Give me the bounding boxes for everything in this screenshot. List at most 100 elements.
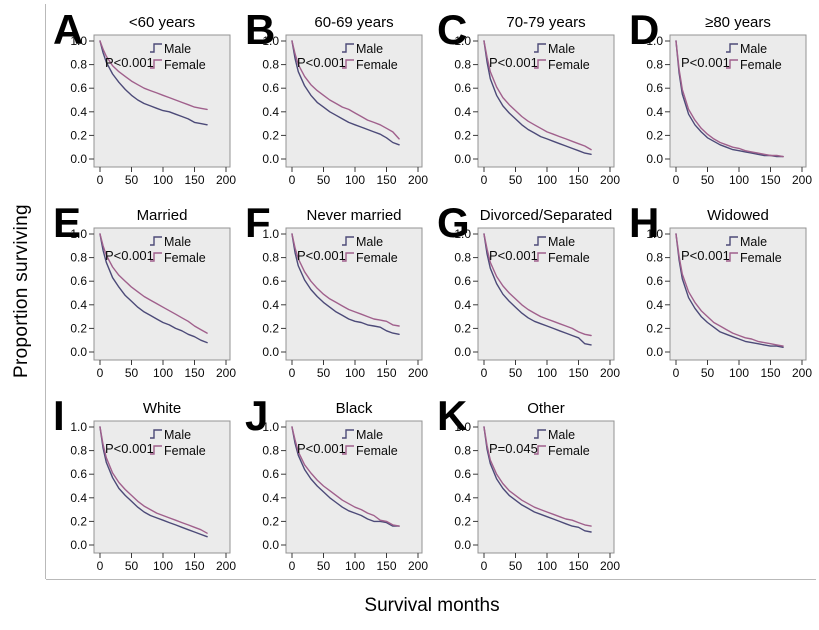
legend-female-label: Female: [356, 58, 398, 72]
p-value-label: P<0.001: [489, 55, 538, 70]
y-tick-label: 0.8: [262, 251, 279, 265]
panel-letter: A: [53, 6, 83, 53]
x-tick-label: 0: [97, 173, 104, 187]
plot-area: [285, 420, 423, 554]
y-tick-label: 0.2: [70, 514, 87, 528]
x-tick-label: 50: [509, 173, 523, 187]
plot-area: [477, 227, 615, 361]
y-tick-label: 0.0: [454, 152, 471, 166]
y-tick-label: 1.0: [262, 34, 279, 48]
legend-female-step-line-icon: [150, 59, 162, 69]
x-tick-label: 150: [760, 173, 780, 187]
panel-title: Never married: [306, 207, 401, 224]
x-tick-label: 100: [345, 173, 365, 187]
y-tick-label: 0.2: [70, 128, 87, 142]
male-survival-curve: [483, 40, 592, 156]
y-tick-label: 0.8: [454, 58, 471, 72]
y-tick-label: 0.0: [262, 345, 279, 359]
panel-letter: G: [437, 199, 470, 246]
panel-title: <60 years: [129, 14, 195, 31]
female-survival-curve: [291, 426, 400, 527]
legend-female-step-line-icon: [534, 59, 546, 69]
x-tick-label: 100: [153, 559, 173, 573]
female-survival-curve: [99, 426, 208, 534]
y-tick-label: 0.0: [646, 345, 663, 359]
panel-chart-svg: K Other 1.0 0.8 0.6 0.4 0.2 0.0 0 50 100 150 200 P=0.…: [437, 392, 620, 573]
legend-male-step-line-icon: [726, 236, 738, 246]
y-tick-label: 0.0: [646, 152, 663, 166]
male-survival-curve: [99, 40, 208, 126]
legend-female-label: Female: [164, 251, 206, 265]
legend-female-step-line-icon: [726, 59, 738, 69]
y-tick-label: 0.6: [262, 467, 279, 481]
x-tick-label: 0: [481, 559, 488, 573]
male-survival-curve: [483, 233, 592, 346]
panel-letter: K: [437, 392, 467, 439]
y-tick-label: 0.6: [454, 467, 471, 481]
legend-male-step-line-icon: [726, 43, 738, 53]
y-tick-label: 0.2: [262, 128, 279, 142]
panel-chart-svg: D ≥80 years 1.0 0.8 0.6 0.4 0.2 0.0 0 50 100 150 200…: [629, 6, 812, 187]
panel-letter: E: [53, 199, 81, 246]
y-tick-label: 0.6: [646, 81, 663, 95]
panel-letter: C: [437, 6, 467, 53]
x-tick-label: 100: [537, 173, 557, 187]
legend-male-label: Male: [164, 428, 191, 442]
legend-male-step-line-icon: [534, 236, 546, 246]
panel-title: Married: [137, 207, 188, 224]
panel-k: K Other 1.0 0.8 0.6 0.4 0.2 0.0 0 50 100 150 200 P=0.…: [432, 388, 624, 581]
male-survival-curve: [675, 233, 784, 349]
legend-female-label: Female: [740, 251, 782, 265]
y-tick-label: 0.4: [454, 298, 471, 312]
y-tick-label: 1.0: [646, 34, 663, 48]
p-value-label: P<0.001: [297, 55, 346, 70]
legend-female-step-line-icon: [150, 445, 162, 455]
y-tick-label: 0.6: [70, 81, 87, 95]
legend-male-label: Male: [548, 42, 575, 56]
panel-h: H Widowed 1.0 0.8 0.6 0.4 0.2 0.0 0 50 100 150 200 P<…: [624, 195, 816, 388]
y-tick-label: 1.0: [454, 34, 471, 48]
plot-area: [669, 34, 807, 168]
y-tick-label: 0.0: [454, 345, 471, 359]
x-tick-label: 200: [600, 366, 620, 380]
female-survival-curve: [99, 40, 208, 111]
legend-male-step-line-icon: [342, 43, 354, 53]
p-value-label: P<0.001: [297, 441, 346, 456]
male-survival-curve: [291, 426, 400, 527]
x-tick-label: 100: [153, 366, 173, 380]
panel-d: D ≥80 years 1.0 0.8 0.6 0.4 0.2 0.0 0 50 100 150 200…: [624, 2, 816, 195]
x-tick-label: 200: [792, 173, 812, 187]
female-survival-curve: [291, 233, 400, 327]
y-tick-label: 0.6: [454, 274, 471, 288]
y-tick-label: 0.8: [262, 58, 279, 72]
panel-title: ≥80 years: [705, 14, 771, 31]
y-tick-label: 1.0: [454, 227, 471, 241]
panels-grid: A <60 years 1.0 0.8 0.6 0.4 0.2 0.0 0 50 100 150 200…: [48, 2, 816, 581]
male-survival-curve: [99, 426, 208, 538]
x-tick-label: 50: [125, 173, 139, 187]
x-tick-label: 200: [216, 366, 236, 380]
y-axis-label: Proportion surviving: [11, 204, 32, 378]
p-value-label: P<0.001: [297, 248, 346, 263]
panel-title: Divorced/Separated: [480, 207, 613, 224]
y-tick-label: 1.0: [70, 227, 87, 241]
x-tick-label: 50: [317, 366, 331, 380]
panel-chart-svg: H Widowed 1.0 0.8 0.6 0.4 0.2 0.0 0 50 100 150 200 P<…: [629, 199, 812, 380]
legend-female-label: Female: [548, 58, 590, 72]
x-tick-label: 150: [376, 173, 396, 187]
panel-letter: D: [629, 6, 659, 53]
x-tick-label: 200: [216, 173, 236, 187]
legend-female-step-line-icon: [342, 445, 354, 455]
legend-male-label: Male: [740, 235, 767, 249]
y-tick-label: 1.0: [646, 227, 663, 241]
female-survival-curve: [291, 40, 400, 140]
panel-chart-svg: A <60 years 1.0 0.8 0.6 0.4 0.2 0.0 0 50 100 150 200…: [53, 6, 236, 187]
x-tick-label: 150: [184, 559, 204, 573]
x-tick-label: 50: [317, 173, 331, 187]
legend-female-step-line-icon: [534, 445, 546, 455]
male-survival-curve: [483, 426, 592, 533]
x-tick-label: 150: [568, 173, 588, 187]
legend-male-label: Male: [356, 42, 383, 56]
plot-area: [93, 227, 231, 361]
x-tick-label: 0: [481, 366, 488, 380]
